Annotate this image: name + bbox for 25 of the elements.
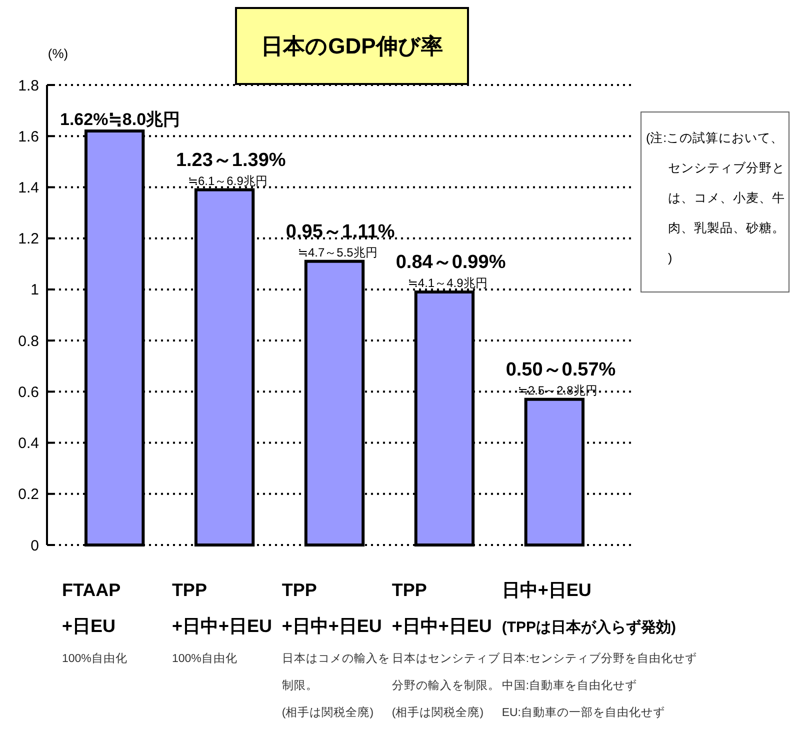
y-tick-label: 1.8 [18, 77, 39, 94]
data-label: 1.62%≒8.0兆円 [60, 110, 180, 129]
y-axis-title: (%) [48, 46, 68, 61]
text: 日本:センシティブ分野を自由化せず [502, 651, 698, 665]
data-label: 0.95～1.11% ≒4.7～5.5兆円 [286, 221, 395, 260]
data-label: 0.84～0.99% ≒4.1～4.9兆円 [396, 252, 506, 290]
chart-title: 日本のGDP伸び率 [261, 34, 443, 59]
y-tick-label: 1.2 [18, 230, 39, 248]
y-tick-label: 1.4 [18, 179, 39, 196]
category-label: TPP +日中+日EU 日本はコメの輸入を制限。 (相手は関税全廃) [282, 580, 390, 719]
y-tick-label: 0.8 [18, 332, 39, 350]
text: EU:自動車の一部を自由化せず [502, 705, 666, 719]
data-label: 1.23～1.39% ≒6.1～6.9兆円 [176, 150, 286, 188]
y-tick-label: 1.6 [18, 128, 39, 146]
y-tick-label: 1 [30, 282, 39, 299]
x-tick-label: 日中+日EU (TPPは日本が入らず発効) [502, 580, 676, 636]
x-tick-label: TPP +日中+日EU 100%自由化 [172, 580, 272, 665]
text: 中国:自動車を自由化せず [502, 679, 638, 692]
y-tick-label: 0 [30, 537, 39, 554]
text: (注:この試算において、センシティブ分野とは、コメ、小麦、牛肉、乳製品、砂糖。) [646, 131, 785, 265]
category-label: TPP +日中+日EU 日本はセンシティブ分野の輸入を制限。 (相手は関税全廃) [392, 580, 500, 719]
y-tick-label: 0.6 [18, 384, 39, 401]
y-tick-label: 0.4 [18, 435, 39, 452]
y-tick-label: 0.2 [18, 486, 39, 504]
x-tick-label: FTAAP +日EU 100%自由化 [62, 580, 128, 665]
